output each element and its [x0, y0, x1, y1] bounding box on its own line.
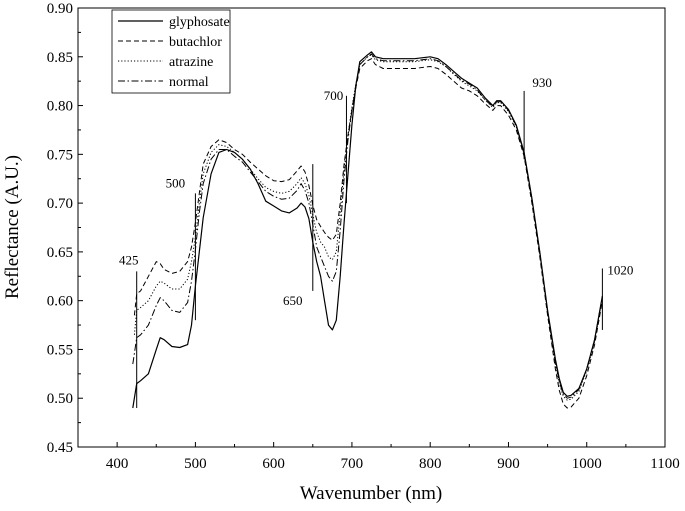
- y-tick-label: 0.80: [47, 99, 73, 115]
- x-tick-label: 1100: [650, 456, 679, 472]
- x-tick-label: 800: [419, 456, 442, 472]
- legend-label-normal: normal: [169, 75, 209, 90]
- y-tick-label: 0.75: [47, 147, 73, 163]
- x-tick-label: 500: [184, 456, 207, 472]
- legend-box: [111, 9, 231, 94]
- y-tick-label: 0.45: [47, 440, 73, 456]
- x-tick-label: 700: [341, 456, 364, 472]
- annotation-layer: 425 500 650 700 930 1020: [119, 75, 633, 408]
- x-tick-label: 900: [497, 456, 520, 472]
- x-tick-label: 600: [262, 456, 285, 472]
- x-tick-label: 1000: [572, 456, 602, 472]
- series-line-atrazine: [133, 54, 603, 401]
- y-tick-label: 0.85: [47, 50, 73, 66]
- legend-label-glyphosate: glyphosate: [169, 15, 230, 30]
- y-tick-label: 0.90: [47, 1, 73, 17]
- legend: glyphosate butachlor atrazine normal: [111, 9, 231, 94]
- legend-items: glyphosate butachlor atrazine normal: [118, 15, 230, 90]
- y-tick-label: 0.70: [47, 196, 73, 212]
- annotation-label-425: 425: [119, 252, 139, 267]
- series-layer: [132, 51, 603, 409]
- y-tick-label: 0.50: [47, 391, 73, 407]
- y-axis-title: Reflectance (A.U.): [2, 155, 23, 299]
- x-axis-title: Wavenumber (nm): [300, 483, 443, 504]
- y-axis-ticks: 0.45 0.50 0.55 0.60 0.65 0.70 0.75 0.80 0.85 0.90: [47, 1, 83, 456]
- series-line-normal: [132, 53, 603, 399]
- annotation-label-1020: 1020: [607, 262, 633, 277]
- x-tick-label: 400: [106, 456, 129, 472]
- y-tick-label: 0.55: [47, 342, 73, 358]
- series-line-butachlor: [133, 58, 603, 409]
- legend-label-atrazine: atrazine: [169, 55, 213, 70]
- annotation-label-700: 700: [324, 88, 344, 103]
- series-line-glyphosate: [132, 51, 603, 409]
- annotation-label-650: 650: [283, 293, 303, 308]
- y-tick-label: 0.65: [47, 245, 73, 261]
- annotation-label-500: 500: [166, 175, 186, 190]
- annotation-label-930: 930: [532, 75, 552, 90]
- legend-label-butachlor: butachlor: [169, 35, 222, 50]
- x-axis-ticks: 400 500 600 700 800 900 1000 1100: [77, 442, 680, 472]
- y-tick-label: 0.60: [47, 294, 73, 310]
